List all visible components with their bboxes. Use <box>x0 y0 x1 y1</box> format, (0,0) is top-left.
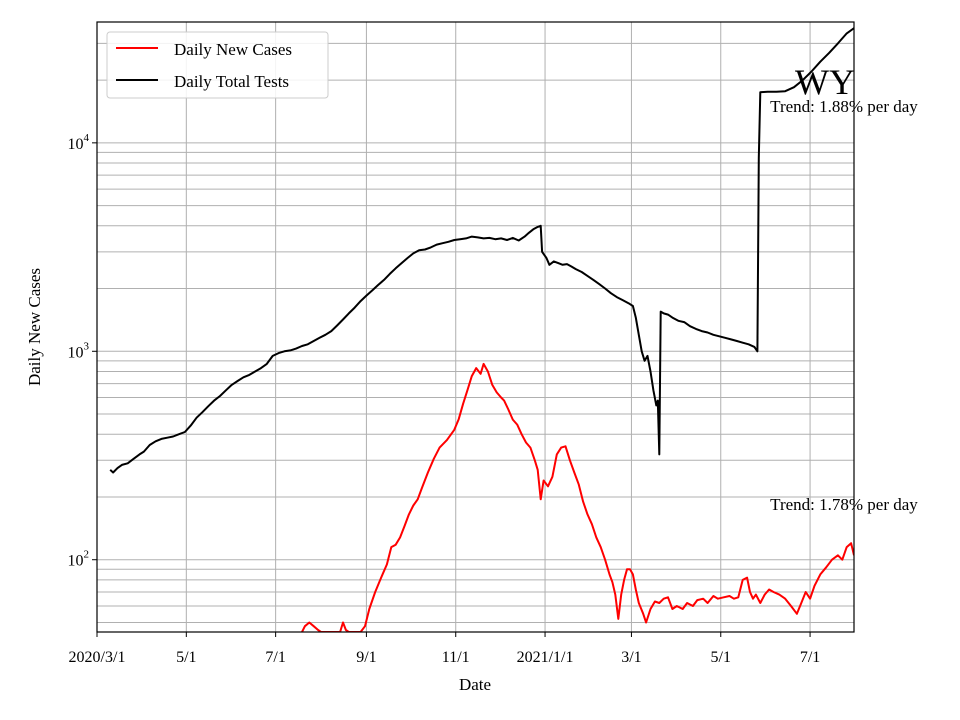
x-tick-label: 7/1 <box>800 649 820 666</box>
x-tick-label: 5/1 <box>711 649 731 666</box>
y-tick-label: 103 <box>68 340 90 361</box>
series-line-daily-new-cases <box>301 362 854 632</box>
plot-frame <box>96 21 855 633</box>
x-tick-label: 3/1 <box>621 649 641 666</box>
series-line-daily-total-tests <box>109 27 854 474</box>
x-axis-label: Date <box>459 675 491 694</box>
state-label: WY <box>795 62 855 102</box>
x-tick-label: 5/1 <box>176 649 196 666</box>
y-tick-label: 102 <box>68 549 90 570</box>
x-tick-label: 2020/3/1 <box>69 649 126 666</box>
annotation-trend-tests: Trend: 1.88% per day <box>770 97 918 116</box>
legend-box <box>106 31 329 99</box>
x-tick-label: 7/1 <box>265 649 285 666</box>
grid <box>96 22 854 632</box>
annotation-trend-cases: Trend: 1.78% per day <box>770 495 918 514</box>
legend: Daily New Cases Daily Total Tests <box>106 31 329 99</box>
x-tick-label: 9/1 <box>356 649 376 666</box>
series-layer <box>109 27 854 632</box>
x-tick-label: 2021/1/1 <box>517 649 574 666</box>
y-axis: 102 103 104 <box>68 132 97 570</box>
y-axis-label: Daily New Cases <box>25 268 44 386</box>
legend-label-daily-new-cases: Daily New Cases <box>174 40 292 59</box>
x-tick-label: 11/1 <box>442 649 470 666</box>
legend-label-daily-total-tests: Daily Total Tests <box>174 72 289 91</box>
x-axis: 2020/3/1 5/1 7/1 9/1 11/1 2021/1/1 3/1 5/1 7/1 <box>69 632 820 666</box>
y-tick-label: 104 <box>68 132 90 153</box>
